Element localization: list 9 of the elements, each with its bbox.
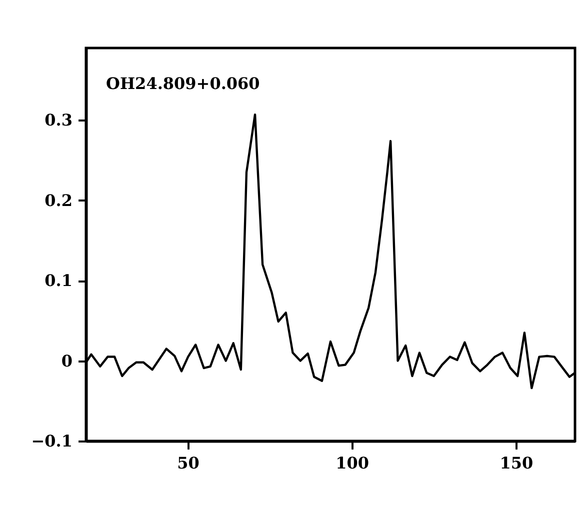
y-tick-label: 0.3 [44, 110, 72, 130]
y-tick-label: 0.1 [44, 271, 72, 290]
x-tick-label: 100 [336, 454, 370, 472]
x-tick-label: 150 [500, 454, 534, 472]
y-tick-label: 0.2 [44, 190, 72, 210]
annotation: OH24.809+0.060 [106, 74, 260, 93]
y-tick-label: 0 [61, 351, 72, 370]
x-tick-label: 50 [177, 454, 200, 472]
y-tick-label: −0.1 [31, 432, 72, 450]
